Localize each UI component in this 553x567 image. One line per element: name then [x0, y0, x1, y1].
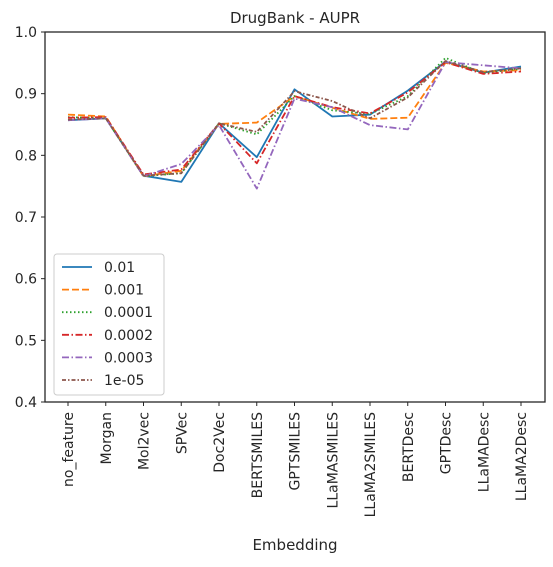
x-tick-label: BERTSMILES [250, 412, 266, 498]
x-tick-label: SPVec [174, 412, 190, 454]
y-tick-label: 0.9 [15, 87, 37, 103]
x-tick-label: GPTSMILES [288, 412, 304, 491]
x-tick-label: Doc2Vec [212, 412, 228, 473]
x-tick-label: no_feature [61, 412, 77, 487]
legend-label: 0.001 [104, 283, 144, 299]
x-axis: no_feature Morgan Mol2vec SPVec Doc2Vec BERTS… [61, 402, 530, 517]
x-tick-label: GPTDesc [439, 412, 455, 474]
chart-title: DrugBank - AUPR [230, 9, 360, 27]
y-tick-label: 0.8 [15, 148, 37, 164]
x-axis-label: Embedding [252, 536, 337, 554]
x-tick-label: Mol2vec [137, 412, 153, 470]
legend-label: 0.0001 [104, 305, 153, 321]
x-tick-label: LLaMASMILES [325, 412, 341, 509]
legend-box [53, 253, 165, 396]
x-tick-label: LLaMA2Desc [514, 412, 530, 501]
series-layer [67, 57, 522, 190]
legend-label: 0.01 [104, 260, 135, 276]
x-tick-label: LLaMADesc [476, 412, 492, 492]
legend: 0.01 0.001 0.0001 0.0002 0.0003 1e-05 [53, 253, 165, 396]
x-tick-label: BERTDesc [401, 412, 417, 482]
x-tick-label: Morgan [99, 412, 115, 465]
y-tick-label: 0.4 [15, 395, 37, 411]
legend-label: 0.0002 [104, 328, 153, 344]
series-line [67, 57, 522, 178]
y-tick-label: 0.5 [15, 333, 37, 349]
y-tick-label: 1.0 [15, 25, 37, 41]
y-tick-label: 0.7 [15, 210, 37, 226]
legend-label: 0.0003 [104, 350, 153, 366]
x-tick-label: LLaMA2SMILES [363, 412, 379, 517]
y-axis: 0.4 0.5 0.6 0.7 0.8 0.9 1.0 [15, 25, 45, 411]
legend-label: 1e-05 [104, 373, 144, 389]
y-tick-label: 0.6 [15, 272, 37, 288]
series-line [67, 60, 522, 177]
